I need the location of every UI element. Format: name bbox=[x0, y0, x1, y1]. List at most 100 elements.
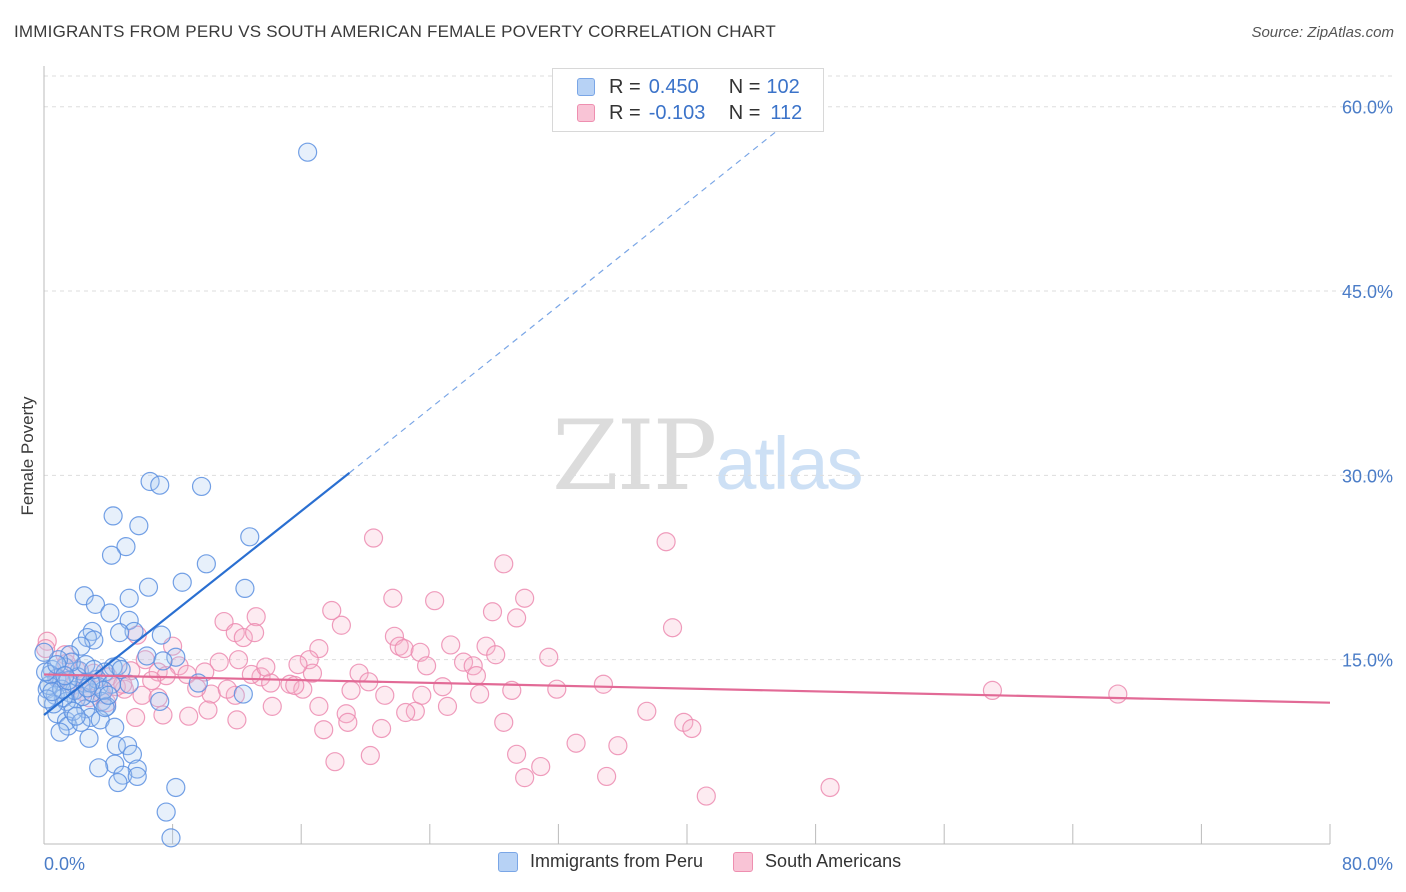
south-americans-point bbox=[156, 666, 176, 686]
peru-point bbox=[105, 754, 125, 774]
south-americans-point bbox=[696, 786, 716, 806]
south-americans-point bbox=[325, 752, 345, 772]
peru-point bbox=[166, 777, 186, 798]
peru-point bbox=[156, 802, 176, 822]
south-americans-point bbox=[637, 701, 657, 721]
peru-point bbox=[50, 722, 70, 742]
south-americans-point bbox=[507, 744, 527, 764]
peru-point bbox=[98, 685, 118, 705]
peru-point bbox=[36, 662, 56, 682]
south-americans-point bbox=[547, 679, 567, 699]
south-americans-point bbox=[132, 685, 152, 705]
gridlines bbox=[44, 75, 1395, 661]
south-americans-point bbox=[466, 666, 487, 686]
peru-point bbox=[191, 476, 212, 497]
south-americans-point bbox=[515, 588, 535, 608]
south-americans-point bbox=[820, 777, 840, 798]
peru-point bbox=[66, 706, 86, 726]
south-americans-point bbox=[126, 707, 146, 728]
south-americans-point bbox=[608, 736, 628, 756]
south-americans-point bbox=[338, 712, 358, 732]
peru-point bbox=[235, 578, 255, 599]
legend-row-south-americans: R = -0.103 N = 112 bbox=[553, 100, 802, 126]
peru-point bbox=[138, 577, 159, 597]
y-tick-label: 30.0% bbox=[1342, 466, 1393, 486]
source-label: Source: ZipAtlas.com bbox=[1251, 24, 1394, 41]
legend-r-value: -0.103 bbox=[648, 101, 706, 124]
peru-point bbox=[172, 572, 192, 592]
peru-point bbox=[47, 654, 67, 675]
south-americans-point bbox=[246, 607, 266, 627]
south-americans-point bbox=[262, 696, 282, 716]
south-americans-point bbox=[441, 635, 461, 655]
south-americans-point bbox=[433, 677, 453, 697]
peru-points bbox=[34, 142, 318, 848]
south-americans-point bbox=[515, 768, 535, 788]
watermark-zip: ZIP bbox=[552, 400, 717, 512]
peru-point bbox=[34, 642, 54, 662]
x-tick-label: 0.0% bbox=[44, 854, 85, 874]
south-americans-point bbox=[982, 680, 1003, 701]
y-axis-label: Female Poverty bbox=[18, 396, 37, 516]
south-americans-point bbox=[539, 647, 559, 667]
peru-point bbox=[240, 527, 260, 547]
south-americans-point bbox=[261, 673, 281, 693]
series-legend-peru[interactable]: Immigrants from Peru bbox=[498, 851, 703, 872]
south-americans-point bbox=[405, 701, 425, 721]
south-americans-point bbox=[425, 591, 445, 611]
south-americans-point bbox=[363, 528, 384, 548]
south-americans-point bbox=[371, 718, 392, 739]
south-americans-point bbox=[309, 639, 329, 659]
south-americans-point bbox=[331, 615, 351, 635]
trend-lines bbox=[43, 112, 1331, 716]
series-swatch-blue bbox=[498, 851, 518, 872]
south-americans-point bbox=[314, 720, 334, 740]
correlation-legend: R = 0.450 N = 102 R = -0.103 N = 112 bbox=[552, 68, 824, 132]
tick-labels: 15.0% 30.0% 45.0% 60.0% 0.0% 80.0% bbox=[44, 98, 1393, 874]
series-label-peru: Immigrants from Peru bbox=[530, 851, 704, 871]
series-label-south-americans: South Americans bbox=[765, 851, 902, 871]
south-americans-point bbox=[531, 756, 551, 777]
south-americans-point bbox=[37, 631, 57, 651]
peru-point bbox=[60, 645, 80, 665]
peru-point bbox=[140, 471, 160, 492]
y-tick-label: 60.0% bbox=[1342, 98, 1393, 118]
south-americans-point bbox=[302, 663, 323, 683]
south-americans-point bbox=[360, 745, 380, 766]
peru-point bbox=[122, 744, 143, 764]
south-americans-point bbox=[233, 627, 253, 648]
peru-point bbox=[137, 646, 157, 666]
peru-point bbox=[95, 698, 115, 718]
x-tick-label: 80.0% bbox=[1342, 854, 1393, 874]
peru-point bbox=[161, 828, 181, 848]
peru-point bbox=[127, 766, 147, 787]
south-americans-point bbox=[416, 656, 437, 676]
peru-point bbox=[233, 684, 253, 704]
peru-point bbox=[103, 506, 123, 526]
peru-point bbox=[42, 682, 62, 702]
south-americans-point bbox=[453, 652, 474, 672]
south-americans-point bbox=[656, 532, 676, 552]
south-americans-point bbox=[494, 554, 514, 574]
south-americans-point bbox=[1108, 684, 1128, 704]
south-americans-point bbox=[341, 680, 361, 701]
south-americans-point bbox=[682, 718, 702, 739]
series-legend-south-americans[interactable]: South Americans bbox=[733, 851, 901, 872]
legend-swatch-blue bbox=[577, 78, 595, 96]
peru-point bbox=[109, 623, 130, 643]
series-swatch-pink bbox=[733, 851, 754, 872]
south-americans-point bbox=[288, 654, 308, 675]
peru-point bbox=[89, 758, 109, 778]
south-americans-point bbox=[198, 700, 218, 720]
watermark: ZIPatlas bbox=[552, 400, 864, 512]
south-americans-point bbox=[228, 650, 249, 670]
peru-point bbox=[151, 625, 171, 645]
peru-point bbox=[111, 659, 131, 680]
peru-point bbox=[105, 717, 125, 737]
south-americans-point bbox=[383, 588, 403, 608]
series-legend: Immigrants from Peru South Americans bbox=[498, 851, 931, 872]
peru-point bbox=[101, 545, 122, 565]
south-americans-point bbox=[179, 706, 199, 726]
south-americans-point bbox=[494, 712, 514, 732]
legend-n-label: N = bbox=[728, 75, 761, 98]
